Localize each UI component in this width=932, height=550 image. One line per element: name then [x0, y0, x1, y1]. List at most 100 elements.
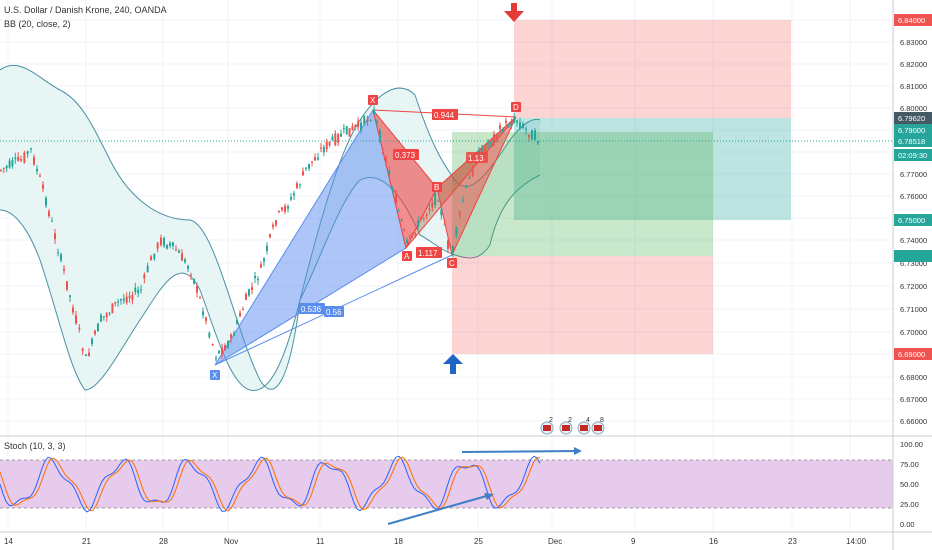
candle-body — [184, 259, 186, 263]
candle-body — [221, 347, 223, 355]
bollinger-band-fill — [0, 65, 540, 391]
candle-body — [287, 206, 289, 209]
candle-body — [357, 120, 360, 128]
candle-body — [263, 258, 265, 262]
price-badge-label: 6.84000 — [898, 16, 925, 25]
point-c-label: C — [449, 259, 455, 268]
time-tick: 21 — [82, 537, 91, 546]
candle-body — [227, 341, 229, 348]
candle-body — [81, 348, 84, 352]
time-tick: Nov — [224, 537, 238, 546]
candle-body — [499, 125, 501, 130]
divergence-bottom-line[interactable] — [387, 494, 491, 525]
candle-body — [322, 146, 325, 153]
candle-body — [525, 128, 527, 130]
candle-body — [187, 265, 189, 269]
candle-body — [85, 354, 87, 357]
candle-body — [166, 244, 168, 249]
price-badge — [894, 14, 932, 26]
candle-body — [328, 141, 331, 146]
stoch-indicator-label[interactable]: Stoch (10, 3, 3) — [4, 441, 66, 451]
candle-body — [502, 128, 504, 133]
price-badge-label: 02:09:30 — [898, 151, 927, 160]
candle-body — [281, 207, 283, 210]
candle-body — [42, 184, 44, 189]
candle-body — [299, 184, 301, 186]
candle-body — [156, 242, 159, 249]
price-badge — [894, 149, 932, 161]
candle-body — [248, 289, 250, 296]
candle-body — [196, 285, 198, 293]
candle-body — [125, 296, 128, 303]
candle-body — [140, 289, 142, 291]
candle-body — [345, 126, 348, 134]
candle-body — [272, 224, 274, 228]
time-axis[interactable]: 14 21 28 Nov 11 18 25 Dec 9 16 23 14:00 — [4, 537, 867, 546]
candle-body — [51, 220, 53, 222]
candle-body — [406, 240, 408, 244]
candle-body — [428, 208, 431, 211]
short-target-zone[interactable] — [514, 118, 791, 220]
flag-icon[interactable]: 2 — [559, 417, 573, 435]
candle-body — [102, 316, 105, 318]
candle-body — [266, 245, 268, 252]
point-d-label: D — [513, 103, 519, 112]
candle-body — [97, 323, 99, 332]
point-b-badge — [432, 182, 442, 192]
ratio-bc-label: 1.117 — [418, 249, 438, 258]
candle-body — [447, 240, 449, 250]
flag-icon[interactable]: 4 — [577, 417, 591, 435]
price-tick: 6.83000 — [900, 38, 927, 47]
long-stop-zone[interactable] — [452, 256, 713, 354]
candle-body — [190, 274, 192, 276]
price-badge — [894, 214, 932, 226]
candle-body — [60, 254, 62, 261]
candle-body — [382, 151, 384, 154]
candle-body — [202, 311, 204, 316]
candle-body — [305, 167, 307, 169]
candle-body — [437, 200, 439, 202]
candle-body — [181, 253, 183, 261]
time-tick: 18 — [394, 537, 403, 546]
candle-body — [331, 136, 334, 140]
candle-body — [45, 197, 47, 206]
flag-icon[interactable]: 8 — [591, 417, 605, 435]
candle-body — [465, 185, 468, 188]
point-c-badge — [447, 258, 457, 268]
candle-body — [26, 151, 29, 154]
candle-body — [337, 134, 340, 143]
candle-body — [199, 297, 201, 299]
price-tick: 6.76000 — [900, 192, 927, 201]
symbol-title[interactable]: U.S. Dollar / Danish Krone, 240, OANDA — [4, 5, 167, 15]
candle-body — [20, 159, 22, 161]
price-tick: 6.80000 — [900, 104, 927, 113]
short-stop-zone[interactable] — [514, 20, 791, 118]
candle-body — [314, 157, 316, 161]
bb-indicator-label[interactable]: BB (20, close, 2) — [4, 19, 71, 29]
candle-body — [23, 152, 26, 163]
candle-body — [94, 330, 96, 335]
candle-body — [2, 167, 5, 169]
price-badge-label: 6.79000 — [898, 126, 925, 135]
price-tick: 6.70000 — [900, 328, 927, 337]
time-tick: 11 — [316, 537, 325, 546]
candle-body — [275, 220, 277, 226]
candle-body — [100, 315, 102, 322]
time-tick: Dec — [548, 537, 562, 546]
flag-icon[interactable]: 2 — [540, 417, 554, 435]
candle-body — [376, 120, 378, 123]
divergence-top-line[interactable] — [461, 450, 581, 453]
candle-body — [510, 122, 513, 127]
candle-body — [143, 274, 146, 279]
candle-body — [208, 332, 211, 338]
candle-body — [320, 147, 322, 149]
candle-body — [278, 210, 280, 212]
candle-body — [408, 234, 411, 236]
candle-body — [443, 223, 446, 225]
candle-body — [417, 220, 420, 227]
candle-body — [496, 136, 498, 140]
candle-body — [505, 120, 507, 123]
candle-body — [455, 227, 458, 236]
candle-body — [269, 234, 271, 237]
